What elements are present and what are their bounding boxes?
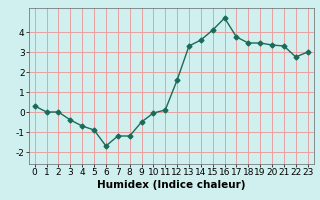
X-axis label: Humidex (Indice chaleur): Humidex (Indice chaleur) (97, 180, 245, 190)
